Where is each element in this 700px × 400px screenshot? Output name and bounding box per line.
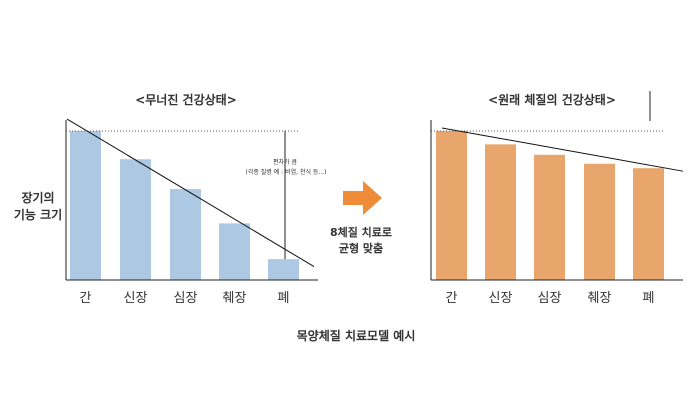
bar-3 — [534, 154, 565, 280]
category-label: 폐 — [278, 291, 290, 306]
category-label: 심장 — [174, 291, 198, 306]
arrow-label-line2: 균형 맞춤 — [339, 241, 383, 255]
bar-2 — [485, 144, 516, 280]
category-label: 심장 — [538, 291, 562, 306]
category-label: 폐 — [643, 291, 655, 306]
ylabel-line1: 장기의 — [21, 190, 54, 205]
bar-1 — [436, 130, 467, 280]
bar-1 — [70, 130, 101, 280]
category-label: 간 — [446, 291, 458, 306]
category-label: 간 — [80, 291, 92, 306]
chart-left: <무너진 건강상태> 간 신장 심장 췌장 폐 편차가 큼 (각종 질병 예 : 비염, 천식… — [65, 92, 327, 306]
category-label: 신장 — [489, 291, 513, 306]
bar-4 — [584, 163, 615, 280]
ylabel-line2: 기능 크기 — [14, 207, 62, 222]
bar-4 — [219, 223, 250, 280]
chart-right: <원래 체질의 건강상태> 간 신장 심장 췌장 폐 — [430, 91, 684, 306]
bar-2 — [120, 159, 151, 280]
category-label: 췌장 — [223, 291, 247, 306]
chart-title: <원래 체질의 건강상태> — [488, 92, 616, 107]
bar-5 — [268, 259, 299, 280]
trend-line — [441, 127, 684, 172]
category-label: 췌장 — [588, 291, 612, 306]
annotation-sublabel: (각종 질병 예 : 비염, 천식 등...) — [246, 168, 327, 176]
bar-5 — [633, 168, 664, 280]
chart-title: <무너진 건강상태> — [135, 92, 237, 107]
category-label: 신장 — [124, 291, 148, 306]
annotation-label: 편차가 큼 — [273, 158, 297, 166]
figure-caption: 목양체질 치료모델 예시 — [297, 328, 416, 343]
arrow-label-line1: 8체질 치료로 — [330, 225, 392, 239]
bar-3 — [170, 189, 201, 280]
right-arrow-icon — [343, 181, 382, 215]
trend-line — [66, 118, 315, 268]
